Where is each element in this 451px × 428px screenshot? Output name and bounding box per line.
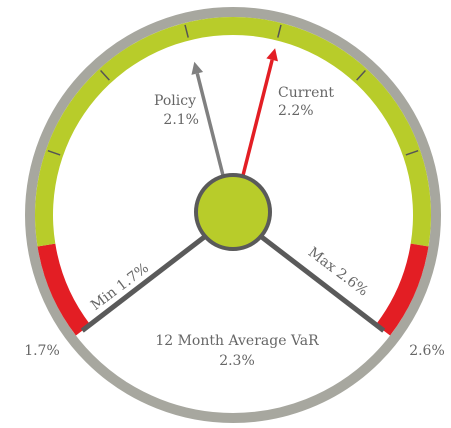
- max-label: 2.6%: [409, 343, 445, 359]
- needle-label: Current: [278, 85, 334, 101]
- tick-mark: [405, 149, 419, 156]
- hub: [194, 173, 272, 251]
- tick-mark: [47, 149, 61, 156]
- band: [37, 243, 91, 336]
- center-value: 2.3%: [219, 353, 255, 369]
- tick-mark: [184, 24, 189, 38]
- outer-ring: [25, 7, 441, 423]
- tick-mark: [100, 69, 110, 81]
- tick-mark: [277, 24, 282, 38]
- center-title: 12 Month Average VaR: [155, 333, 319, 349]
- min-label: 1.7%: [24, 343, 60, 359]
- tick-mark: [356, 69, 366, 81]
- needle-value-label: 2.2%: [278, 103, 314, 119]
- needle-head: [191, 61, 204, 75]
- needle-head: [266, 48, 278, 62]
- needle-value-label: 2.1%: [163, 112, 199, 128]
- band: [375, 243, 429, 336]
- needle-label: Policy: [154, 93, 196, 109]
- spoke-label: Max 2.6%: [305, 244, 371, 299]
